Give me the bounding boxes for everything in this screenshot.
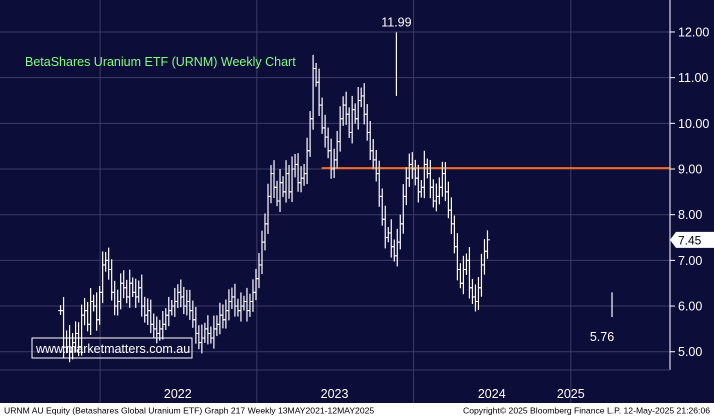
y-tick-label: 7.00 — [678, 254, 702, 268]
chart-title: BetaShares Uranium ETF (URNM) Weekly Cha… — [25, 55, 296, 69]
x-tick-label: 2025 — [557, 387, 585, 401]
x-tick-label: 2023 — [321, 387, 349, 401]
y-axis: 5.00 6.00 7.00 8.00 9.00 10.00 11.00 12.00 — [669, 0, 709, 370]
x-axis: 2022 2023 2024 2025 — [164, 387, 585, 401]
y-tick-label: 9.00 — [678, 163, 702, 177]
high-annotation: 11.99 — [381, 15, 411, 29]
price-tag-label: 7.45 — [678, 233, 702, 247]
watermark-text: www.marketmatters.com.au — [35, 342, 190, 356]
watermark: www.marketmatters.com.au — [31, 337, 193, 359]
x-tick-label: 2024 — [478, 387, 506, 401]
price-bars — [58, 32, 613, 363]
low-annotation: 5.76 — [590, 330, 614, 344]
price-tag-background — [670, 231, 714, 248]
y-tick-label: 5.00 — [678, 345, 702, 359]
y-tick-label: 11.00 — [678, 71, 708, 85]
y-tick-label: 12.00 — [678, 25, 709, 39]
watermark-box — [31, 337, 193, 359]
x-tick-label: 2022 — [164, 387, 192, 401]
y-tick-label: 10.00 — [678, 117, 709, 131]
footer-left: URNM AU Equity (Betashares Global Uraniu… — [4, 406, 374, 416]
y-tick-label: 8.00 — [678, 208, 702, 222]
footer-right: Copyright© 2025 Bloomberg Finance L.P. 1… — [463, 406, 710, 416]
footer-bar — [0, 403, 714, 417]
price-bar — [484, 230, 490, 259]
y-tick-label: 6.00 — [678, 300, 702, 314]
last-price-tag: 7.45 — [670, 231, 714, 248]
